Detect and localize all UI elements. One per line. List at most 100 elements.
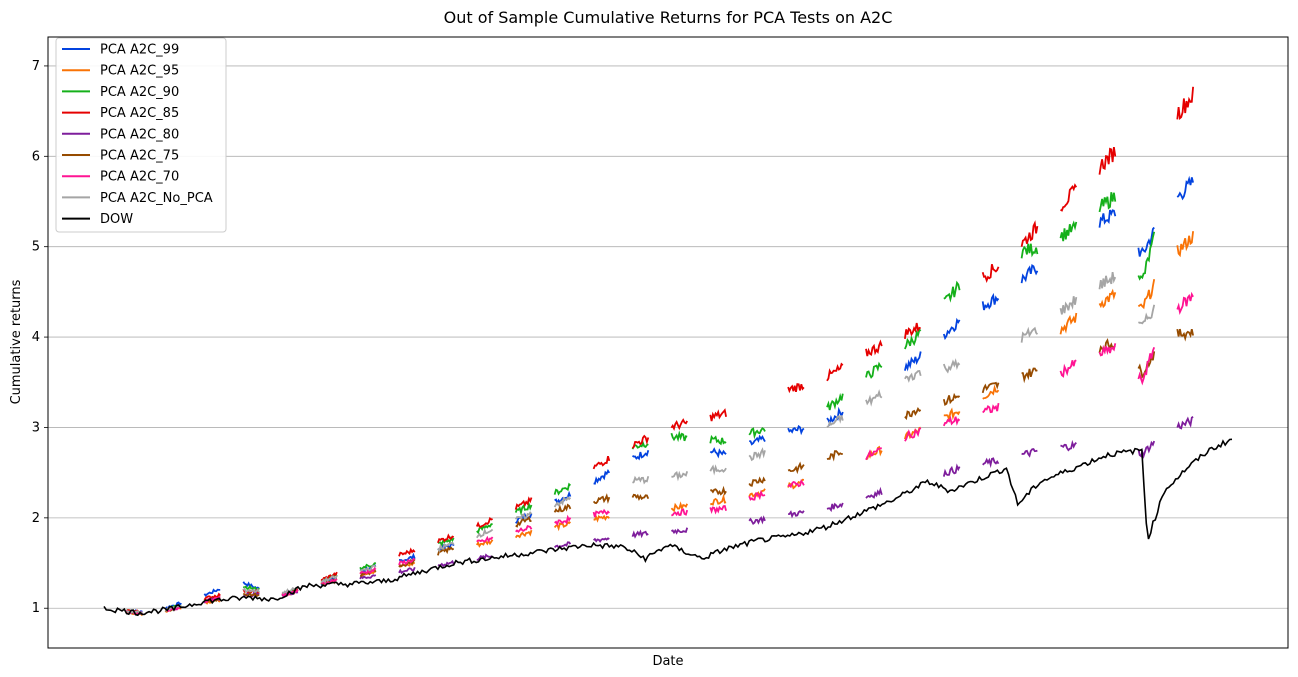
series-segment: [514, 529, 533, 539]
series-segment: [631, 529, 649, 539]
series-segment: [515, 515, 532, 528]
series-segment: [554, 514, 572, 527]
series-segment: [514, 501, 533, 516]
series-segment: [1020, 326, 1039, 343]
series-segment: [787, 424, 805, 436]
series-segment: [631, 493, 650, 501]
series-segment: [942, 415, 961, 427]
series-segment: [1137, 231, 1156, 281]
series-segment: [904, 328, 922, 350]
series-segment: [1098, 192, 1117, 213]
series-segment: [437, 533, 455, 544]
series-segment: [748, 427, 766, 440]
series-segment: [710, 485, 727, 496]
series-segment: [942, 317, 961, 341]
series-segment: [670, 430, 688, 443]
x-axis-label: Date: [652, 654, 683, 669]
y-tick-label: 1: [32, 601, 40, 616]
series-segment: [320, 575, 338, 584]
series-segment: [942, 392, 961, 407]
series-segment: [982, 402, 1000, 414]
series-segment: [553, 503, 572, 513]
legend-label: PCA A2C_90: [100, 85, 179, 100]
series-segment: [359, 564, 377, 572]
series-segment: [631, 434, 650, 449]
legend-label: DOW: [100, 212, 133, 227]
series-segment: [593, 469, 611, 485]
series-segment: [981, 381, 1000, 394]
series-segment: [671, 527, 689, 535]
series-segment: [826, 415, 844, 429]
series-segment: [553, 541, 572, 549]
series-segment: [826, 450, 843, 462]
legend-label: PCA A2C_80: [100, 127, 179, 142]
series-segment: [865, 339, 883, 357]
series-segment: [1098, 146, 1117, 175]
legend-label: PCA A2C_75: [100, 149, 179, 164]
series-segment: [1098, 209, 1117, 228]
series-segment: [1176, 415, 1194, 430]
series-segment: [631, 449, 650, 461]
grid-lines: [48, 65, 1288, 609]
series-segment: [671, 508, 689, 517]
series-segment: [709, 408, 727, 422]
series-segment: [398, 566, 416, 575]
series-segment: [1059, 359, 1077, 378]
series-line: [103, 438, 1233, 617]
series-segment: [942, 358, 961, 374]
series-segment: [904, 406, 922, 421]
series-segment: [475, 516, 493, 528]
series-segment: [904, 322, 921, 340]
series-segment: [398, 552, 416, 564]
y-tick-label: 2: [32, 511, 40, 526]
series-segment: [1098, 271, 1117, 290]
series-segment: [1137, 440, 1156, 459]
series-layer: [103, 86, 1233, 617]
series-segment: [632, 475, 650, 485]
series-segment: [943, 280, 961, 303]
y-tick-label: 4: [32, 330, 40, 345]
series-segment: [359, 566, 377, 575]
series-segment: [671, 470, 689, 482]
series-segment: [1138, 304, 1156, 325]
y-tick-label: 3: [32, 420, 40, 435]
series-segment: [476, 535, 494, 543]
series-segment: [865, 361, 883, 379]
series-segment: [748, 447, 766, 462]
series-segment: [1060, 183, 1078, 212]
series-segment: [476, 523, 493, 535]
series-segment: [1137, 279, 1156, 310]
series-segment: [242, 591, 260, 598]
y-tick-label: 5: [32, 240, 40, 255]
series-segment: [398, 558, 415, 566]
series-segment: [1059, 220, 1078, 242]
series-segment: [709, 434, 727, 446]
series-segment: [748, 489, 766, 501]
series-segment: [748, 488, 766, 498]
series-segment: [592, 455, 611, 470]
series-segment: [787, 479, 805, 489]
series-segment: [553, 496, 572, 508]
series-segment: [593, 514, 610, 523]
series-segment: [981, 263, 1000, 283]
series-segment: [709, 464, 727, 476]
series-segment: [1020, 264, 1039, 284]
series-segment: [437, 541, 455, 553]
legend-label: PCA A2C_85: [100, 106, 179, 121]
y-tick-label: 7: [32, 59, 40, 74]
series-segment: [749, 434, 766, 446]
series-segment: [826, 502, 844, 513]
y-axis-label: Cumulative returns: [9, 279, 24, 404]
series-segment: [1020, 220, 1039, 247]
series-segment: [670, 501, 689, 513]
series-segment: [593, 537, 610, 543]
series-segment: [1098, 343, 1117, 357]
series-pca-a2c-85: [125, 86, 1194, 615]
series-segment: [1020, 243, 1039, 259]
series-segment: [514, 496, 533, 510]
series-segment: [1059, 312, 1078, 335]
legend-label: PCA A2C_99: [100, 43, 179, 58]
series-segment: [865, 389, 883, 407]
series-segment: [943, 407, 961, 423]
series-segment: [1021, 367, 1038, 384]
